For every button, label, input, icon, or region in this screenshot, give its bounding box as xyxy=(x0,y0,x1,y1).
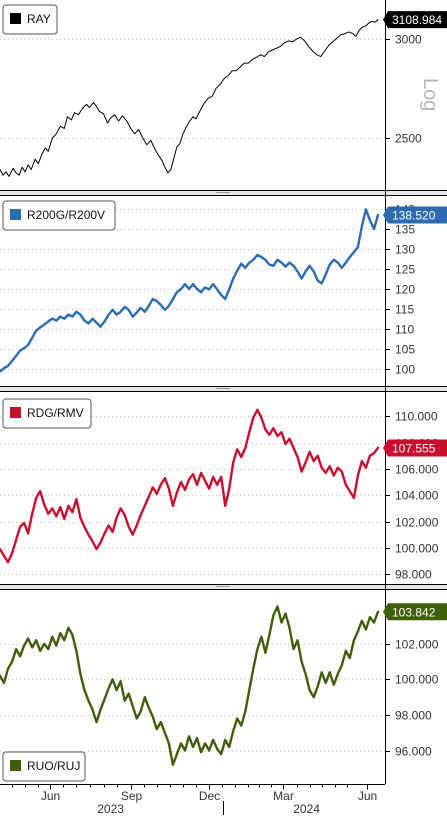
y-tick-label-ruo-ruj: 100.000 xyxy=(395,673,439,687)
legend-ruo-ruj-swatch xyxy=(10,760,21,771)
divider-2[interactable] xyxy=(0,386,447,392)
panel-r200g-r200v-gridlines xyxy=(0,209,385,370)
x-year-label: 2023 xyxy=(97,802,124,816)
legend-rdg-rmv-label: RDG/RMV xyxy=(27,406,84,420)
legend-ray-box xyxy=(2,4,58,35)
legend-ruo-ruj[interactable]: RUO/RUJ xyxy=(2,751,86,782)
y-tick-label-ruo-ruj: 102.000 xyxy=(395,638,439,652)
panel-r200g-r200v-series xyxy=(0,208,380,373)
x-month-label: Mar xyxy=(273,789,294,803)
last-value-badge-ruo-ruj xyxy=(383,603,447,621)
panel-rdg-rmv-series xyxy=(0,408,380,564)
legend-r200g-r200v-swatch xyxy=(10,209,21,220)
panel-ray: RAY Log xyxy=(0,4,441,177)
x-month-label: Jun xyxy=(358,789,377,803)
x-month-label: Dec xyxy=(199,789,220,803)
y-tick-label-rdg-rmv: 100.000 xyxy=(395,542,439,556)
panel-ruo-ruj-series xyxy=(0,605,380,766)
scale-type-label: Log xyxy=(419,78,441,111)
legend-ruo-ruj-box xyxy=(2,751,86,782)
y-tick-label-r200g-r200v: 130 xyxy=(395,243,415,257)
panel-rdg-rmv-gridlines xyxy=(0,416,385,575)
y-tick-label-r200g-r200v: 135 xyxy=(395,223,415,237)
last-value-label-ray: 3108.984 xyxy=(392,13,442,27)
panel-ray-gridlines xyxy=(0,39,385,139)
y-tick-label-rdg-rmv: 104.000 xyxy=(395,489,439,503)
legend-rdg-rmv[interactable]: RDG/RMV xyxy=(2,398,92,429)
last-value-badge-r200g-r200v xyxy=(383,206,447,224)
y-tick-label-ruo-ruj: 98.000 xyxy=(395,709,432,723)
divider-3[interactable] xyxy=(0,584,447,590)
panel-r200g-r200v: R200G/R200V xyxy=(0,200,385,373)
y-tick-label-r200g-r200v: 105 xyxy=(395,343,415,357)
legend-ray-label: RAY xyxy=(27,12,51,26)
panel-rdg-rmv: RDG/RMV xyxy=(0,398,385,575)
legend-ray[interactable]: RAY xyxy=(2,4,58,35)
x-month-label: Jun xyxy=(41,789,60,803)
series-line-ruo-ruj xyxy=(0,605,380,766)
legend-rdg-rmv-swatch xyxy=(10,407,21,418)
y-tick-label-r200g-r200v: 110 xyxy=(395,323,414,337)
y-tick-label-rdg-rmv: 102.000 xyxy=(395,516,439,530)
last-value-label-ruo-ruj: 103.842 xyxy=(392,605,436,619)
series-line-r200g-r200v xyxy=(0,208,380,373)
legend-r200g-r200v-label: R200G/R200V xyxy=(27,208,105,222)
series-line-rdg-rmv xyxy=(0,408,380,564)
y-tick-label-r200g-r200v: 115 xyxy=(395,303,414,317)
y-tick-label-ruo-ruj: 96.000 xyxy=(395,745,432,759)
y-tick-label-r200g-r200v: 125 xyxy=(395,263,415,277)
legend-rdg-rmv-box xyxy=(2,398,92,429)
last-value-badge-rdg-rmv xyxy=(383,439,447,457)
series-line-ray xyxy=(0,19,379,177)
y-tick-label-rdg-rmv: 110.000 xyxy=(395,410,438,424)
y-tick-label-r200g-r200v: 120 xyxy=(395,283,415,297)
time-axis: Jun Sep Dec Mar Jun 2023 2024 xyxy=(0,784,385,816)
panel-ruo-ruj: RUO/RUJ xyxy=(0,605,385,782)
y-tick-label-rdg-rmv: 106.000 xyxy=(395,463,439,477)
y-tick-label-rdg-rmv: 98.000 xyxy=(395,568,432,582)
divider-1[interactable] xyxy=(0,190,447,196)
x-year-label: 2024 xyxy=(293,802,320,816)
y-tick-label-r200g-r200v: 100 xyxy=(395,363,415,377)
legend-r200g-r200v[interactable]: R200G/R200V xyxy=(2,200,116,231)
x-month-label: Sep xyxy=(121,789,143,803)
last-value-label-rdg-rmv: 107.555 xyxy=(392,441,436,455)
legend-r200g-r200v-box xyxy=(2,200,116,231)
legend-ruo-ruj-label: RUO/RUJ xyxy=(27,759,80,773)
y-tick-label-ray: 3000 xyxy=(395,33,422,47)
y-tick-label-ray: 2500 xyxy=(395,132,422,146)
last-value-label-r200g-r200v: 138.520 xyxy=(392,209,436,223)
panel-ray-series xyxy=(0,19,379,177)
legend-ray-swatch xyxy=(10,13,21,24)
last-value-badge-ray xyxy=(383,11,447,29)
